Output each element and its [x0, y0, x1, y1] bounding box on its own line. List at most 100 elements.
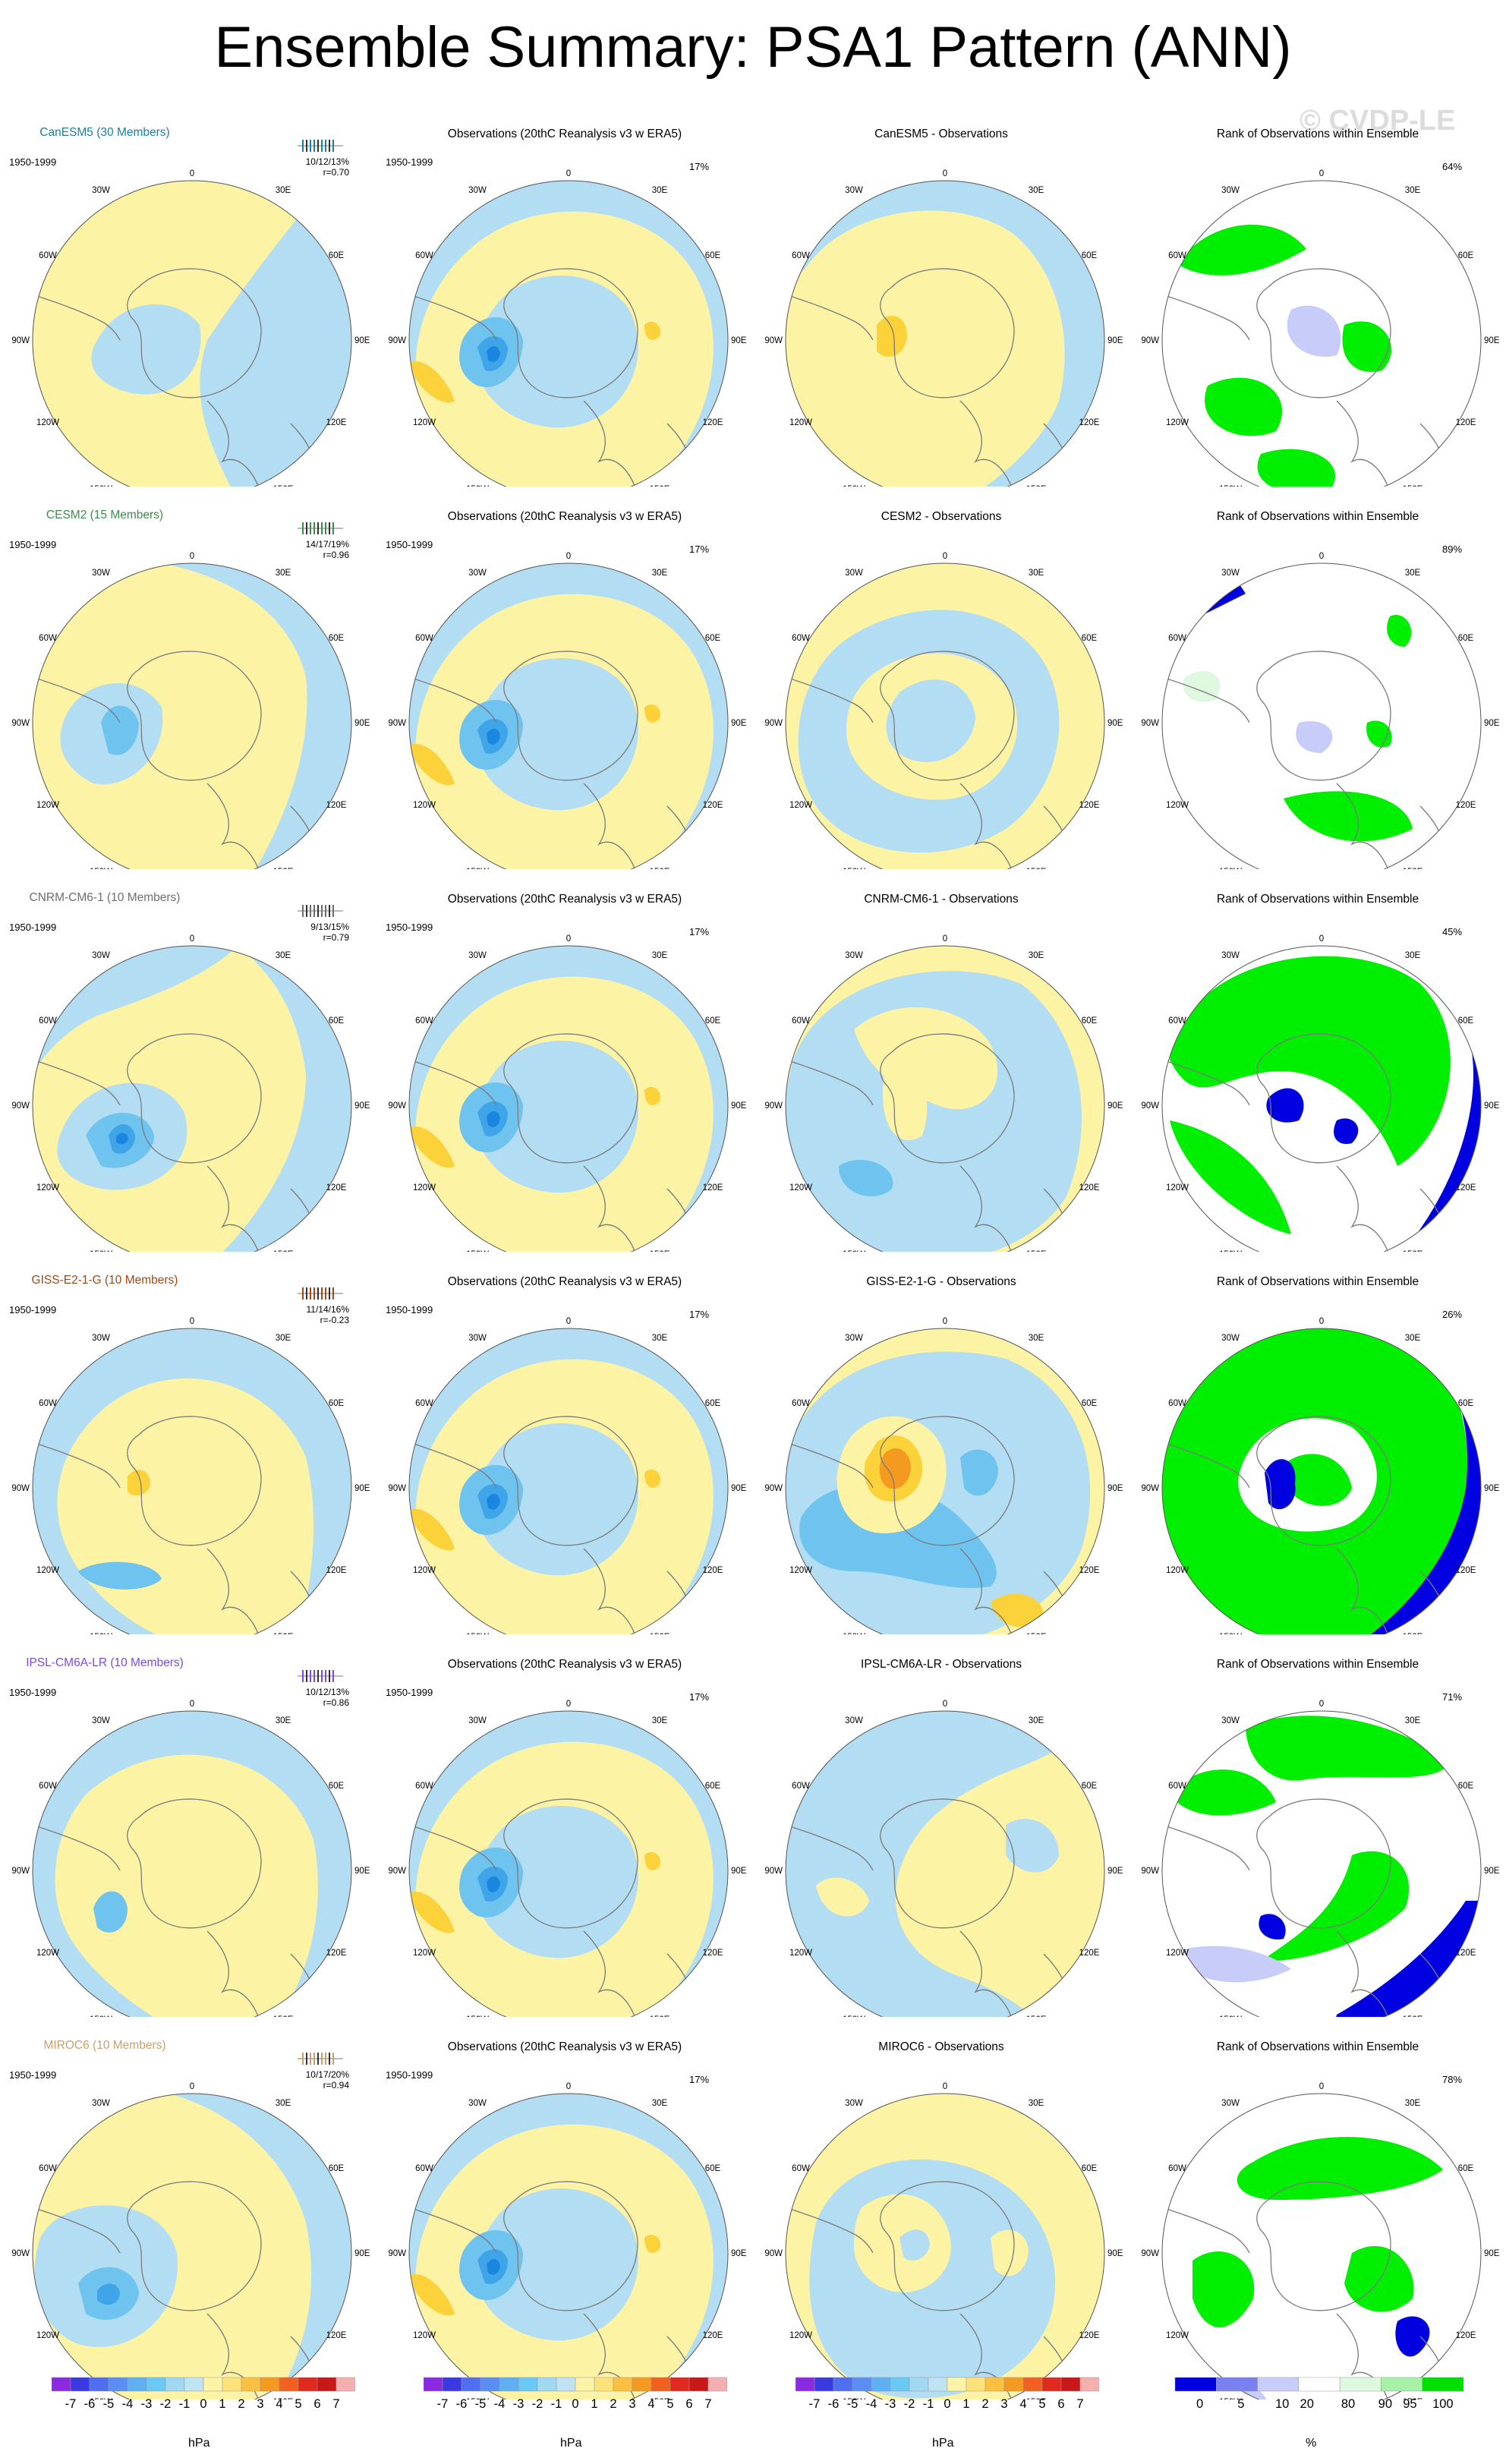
- rank-swatch-4: [1339, 2377, 1382, 2392]
- longitude-label-top: 0: [190, 934, 194, 944]
- longitude-label-tr: 30E: [276, 951, 291, 960]
- colorbar-tick-12: 5: [295, 2397, 301, 2411]
- spread-mark: [321, 1670, 323, 1682]
- panel-diff-row4: 018030W30E60W60E90W90E120W120E150W150EGI…: [753, 1251, 1130, 1634]
- longitude-label-ml: 90W: [11, 1101, 30, 1111]
- longitude-label-ml: 90W: [11, 2249, 30, 2258]
- longitude-label-top: 0: [943, 2082, 947, 2091]
- contour-region-6: [644, 704, 660, 723]
- longitude-label-top: 0: [566, 2082, 571, 2091]
- contour-region-2: [1006, 1819, 1059, 1873]
- observations-title: Observations (20thC Reanalysis v3 w ERA5…: [447, 1275, 682, 1288]
- colorbar-swatch-9: [966, 2377, 986, 2392]
- longitude-label-mr: 90E: [354, 1484, 370, 1493]
- map-svg: 018030W30E60W60E90W90E120W120E150W150E: [764, 1317, 1123, 1634]
- spread-mark: [313, 905, 315, 917]
- longitude-label-mr: 90E: [731, 719, 747, 728]
- colorbar-tick-7: 0: [944, 2397, 950, 2411]
- longitude-label-bl: 150W: [90, 2398, 112, 2399]
- longitude-label-ur: 60E: [1458, 2164, 1474, 2173]
- longitude-label-br: 150E: [1403, 2398, 1423, 2399]
- panel-model-row3: 018030W30E60W60E90W90E120W120E150W150ECN…: [0, 868, 376, 1252]
- panel-model-row6: 018030W30E60W60E90W90E120W120E150W150EMI…: [0, 2016, 376, 2399]
- longitude-label-ml: 90W: [11, 719, 30, 728]
- longitude-label-tr: 30E: [652, 186, 668, 195]
- coastline-antarctica: [127, 268, 262, 399]
- longitude-label-tr: 30E: [1405, 2099, 1421, 2108]
- longitude-label-ur: 60E: [1082, 2164, 1098, 2173]
- longitude-label-tr: 30E: [652, 2099, 668, 2108]
- longitude-label-mr: 90E: [1107, 1101, 1123, 1111]
- longitude-label-bl: 150W: [843, 485, 865, 487]
- rank-tick-0: 0: [1196, 2397, 1203, 2411]
- panel-obs-row6: 018030W30E60W60E90W90E120W120E150W150EOb…: [376, 2016, 753, 2399]
- map-boundary: [1161, 1710, 1482, 2017]
- coastline-antarctica: [880, 651, 1015, 781]
- panel-obs-row4: 018030W30E60W60E90W90E120W120E150W150EOb…: [376, 1251, 753, 1634]
- contour-region-1: [477, 1041, 638, 1193]
- longitude-label-lr: 120E: [1079, 1183, 1100, 1193]
- coastline-antarctica: [880, 1798, 1015, 1929]
- contour-region-1: [477, 658, 638, 811]
- spread-mark: [306, 522, 307, 534]
- colorbar-tick-0: -7: [809, 2397, 821, 2411]
- rank-swatch-5: [1381, 2377, 1423, 2392]
- longitude-label-ul: 60W: [1168, 1782, 1186, 1791]
- longitude-label-ml: 90W: [1141, 336, 1159, 345]
- colorbar-swatch-13: [670, 2377, 690, 2392]
- colorbar-tick-4: -3: [513, 2397, 525, 2411]
- spread-mark: [332, 1287, 334, 1300]
- longitude-label-tr: 30E: [1029, 1716, 1044, 1725]
- contour-region-1: [91, 304, 201, 395]
- colorbar-1-unit: hPa: [188, 2437, 210, 2450]
- colorbar-tick-6: -1: [551, 2397, 562, 2411]
- colorbar-tick-13: 6: [313, 2397, 320, 2411]
- spread-mark: [310, 905, 311, 917]
- colorbar-swatch-3: [480, 2377, 500, 2392]
- longitude-label-mr: 90E: [731, 1101, 747, 1111]
- map-svg: 018030W30E60W60E90W90E120W120E150W150E: [11, 1700, 370, 2017]
- longitude-label-bl: 150W: [843, 1633, 865, 1634]
- longitude-label-tl: 30W: [92, 1716, 110, 1725]
- colorbar-tick-12: 5: [666, 2397, 673, 2411]
- contour-region-6: [644, 321, 660, 340]
- contour-region-5: [409, 2274, 455, 2316]
- coastline-south-america: [1162, 2207, 1250, 2254]
- contour-region-0: [33, 181, 351, 487]
- longitude-label-lr: 120E: [703, 1949, 723, 1958]
- rank-colorbar: 0 5 10 20 80 90 95 100 %: [1167, 2373, 1471, 2456]
- longitude-label-mr: 90E: [731, 1867, 747, 1876]
- map-svg: 018030W30E60W60E90W90E120W120E150W150E: [388, 169, 747, 487]
- spread-mark: [332, 522, 334, 534]
- contour-region-1: [477, 1423, 638, 1576]
- colorbar-tick-6: -1: [179, 2397, 191, 2411]
- rank-region-5: [1257, 449, 1335, 487]
- rank-tick-4: 80: [1341, 2397, 1355, 2411]
- colorbar-swatch-10: [613, 2377, 633, 2392]
- longitude-label-tl: 30W: [92, 1334, 110, 1343]
- longitude-label-top: 0: [190, 169, 194, 178]
- longitude-label-tr: 30E: [1029, 186, 1044, 195]
- colorbar-swatch-13: [1041, 2377, 1062, 2392]
- colorbar-tick-8: 1: [591, 2397, 597, 2411]
- longitude-label-br: 150E: [273, 2398, 294, 2399]
- map-boundary: [32, 945, 352, 1252]
- map-svg: 018030W30E60W60E90W90E120W120E150W150E: [1141, 1700, 1500, 2017]
- map-svg: 018030W30E60W60E90W90E120W120E150W150E: [1141, 169, 1500, 487]
- coastline-antarctica: [503, 2181, 638, 2311]
- map-svg: 018030W30E60W60E90W90E120W120E150W150E: [11, 2082, 370, 2399]
- longitude-label-top: 0: [1319, 934, 1324, 944]
- coastline-south-america: [33, 294, 121, 341]
- rank-title: Rank of Observations within Ensemble: [1216, 1275, 1419, 1288]
- colorbar-tick-12: 5: [1038, 2397, 1045, 2411]
- colorbar-swatch-2: [461, 2377, 481, 2392]
- longitude-label-mr: 90E: [1484, 1484, 1500, 1493]
- spread-mark: [302, 1670, 304, 1682]
- colorbar-tick-14: 7: [1076, 2397, 1083, 2411]
- spread-mark: [317, 2053, 319, 2065]
- panel-model-row4: 018030W30E60W60E90W90E120W120E150W150EGI…: [0, 1251, 376, 1634]
- panel-obs-row2: 018030W30E60W60E90W90E120W120E150W150EOb…: [376, 486, 753, 869]
- spread-mark: [321, 2053, 323, 2065]
- ensemble-spread-bar: [298, 2053, 343, 2065]
- longitude-label-ul: 60W: [415, 2164, 433, 2173]
